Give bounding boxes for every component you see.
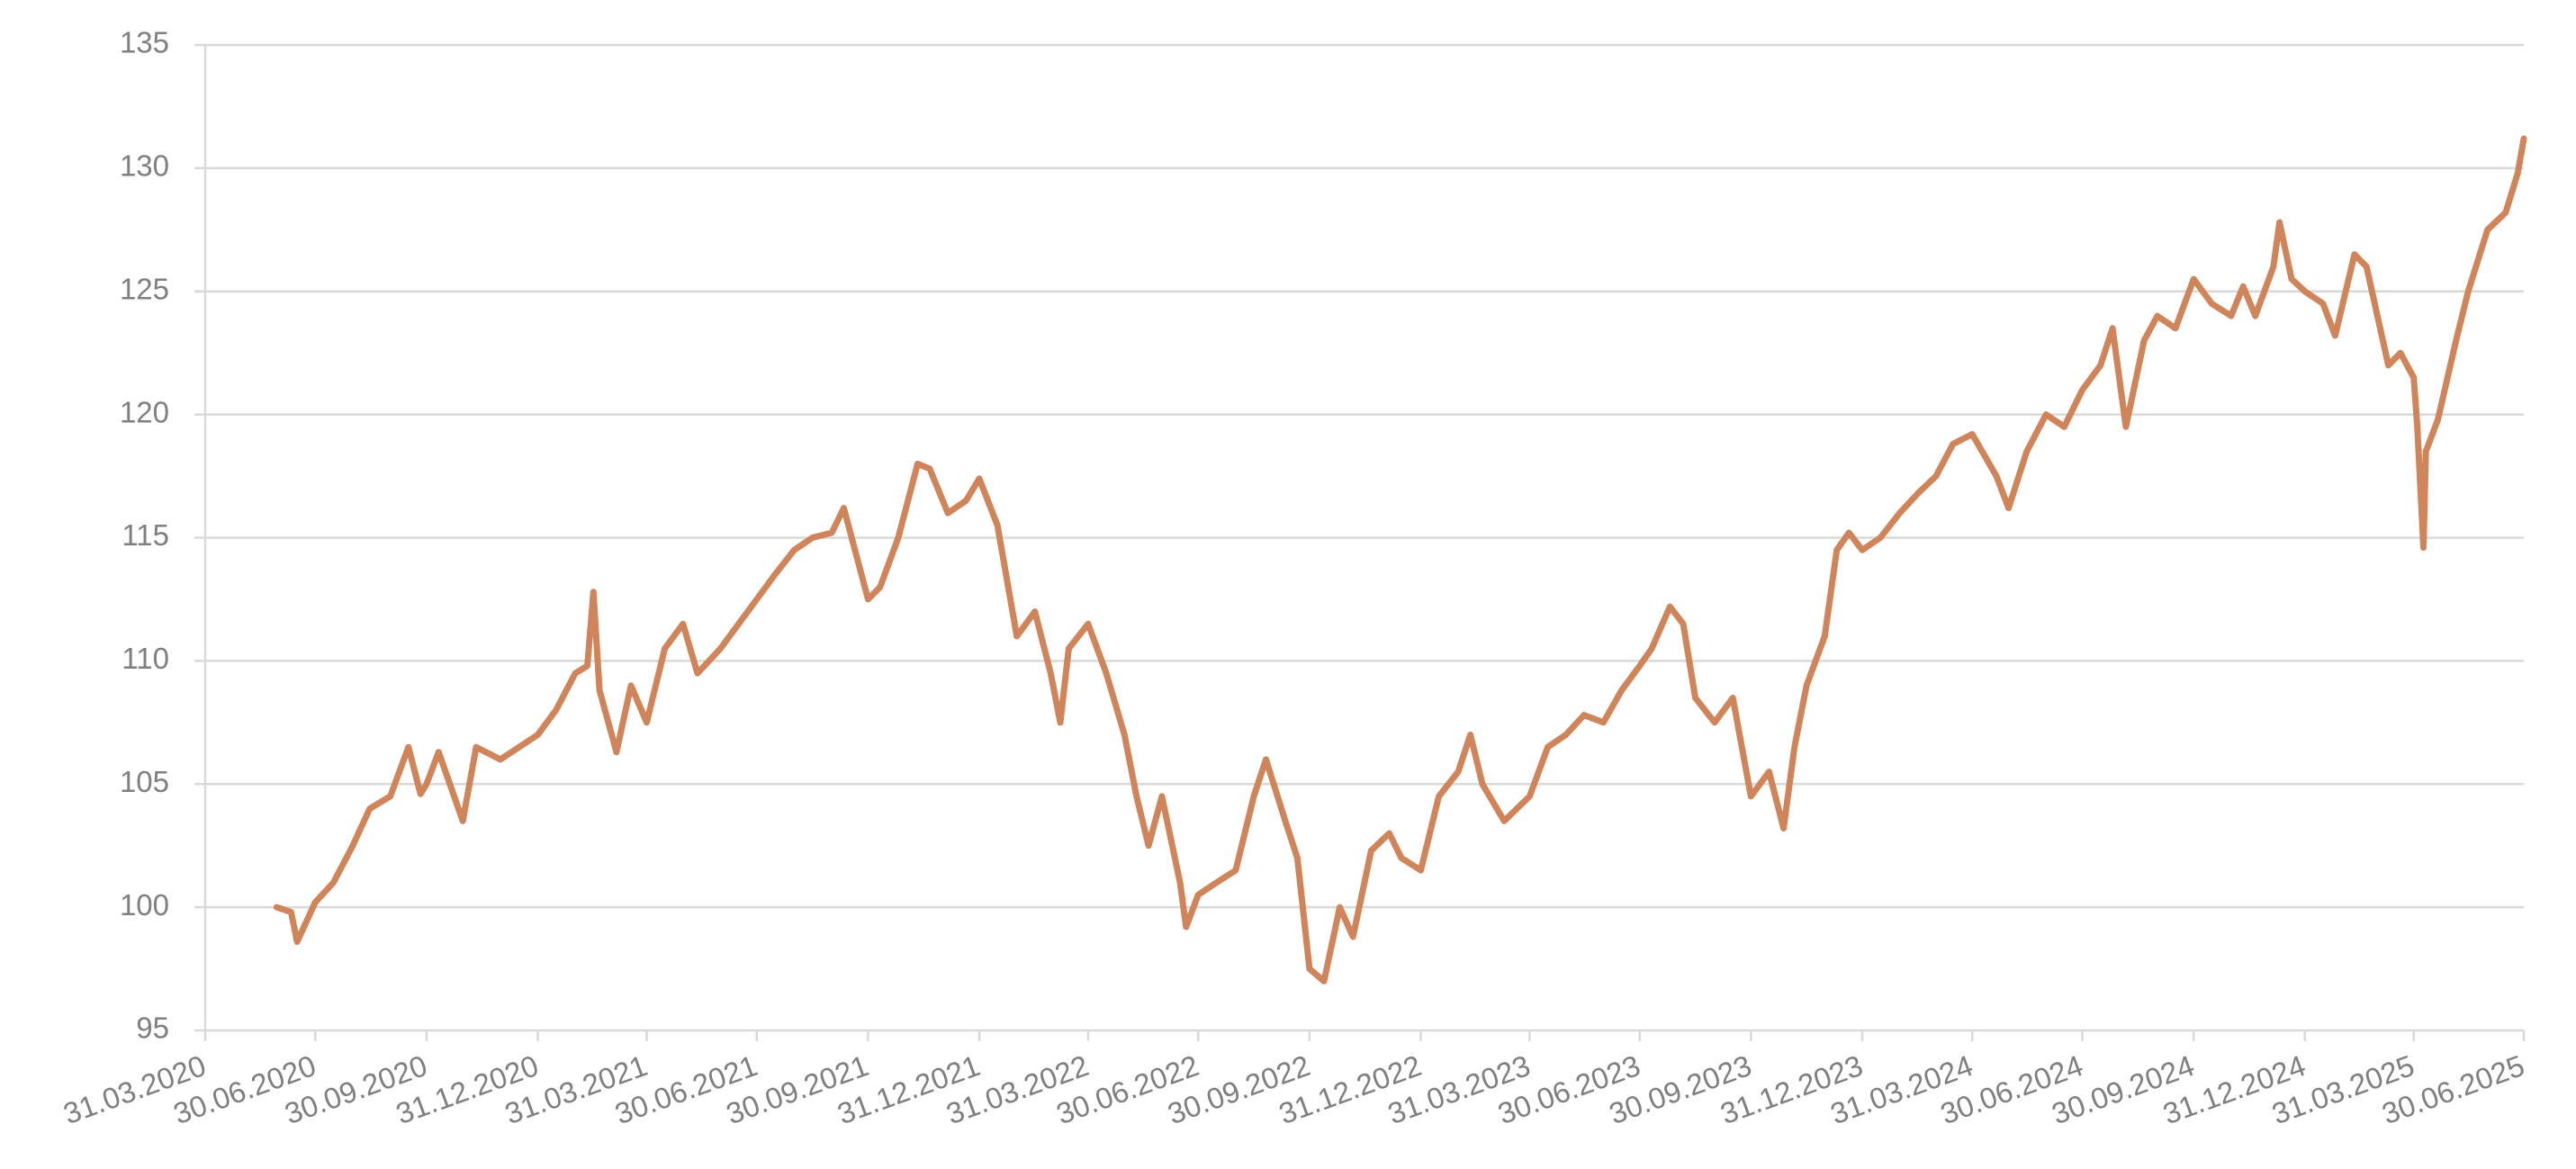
y-tick-label: 100	[120, 888, 169, 922]
y-tick-label: 130	[120, 149, 169, 183]
y-tick-label: 115	[122, 518, 169, 552]
y-tick-label: 105	[120, 765, 169, 798]
y-tick-label: 135	[120, 26, 169, 59]
y-tick-label: 110	[122, 642, 169, 675]
data-line	[273, 135, 2527, 985]
y-tick-label: 95	[136, 1012, 169, 1045]
y-tick-label: 125	[120, 272, 169, 305]
y-tick-label: 120	[120, 395, 169, 428]
